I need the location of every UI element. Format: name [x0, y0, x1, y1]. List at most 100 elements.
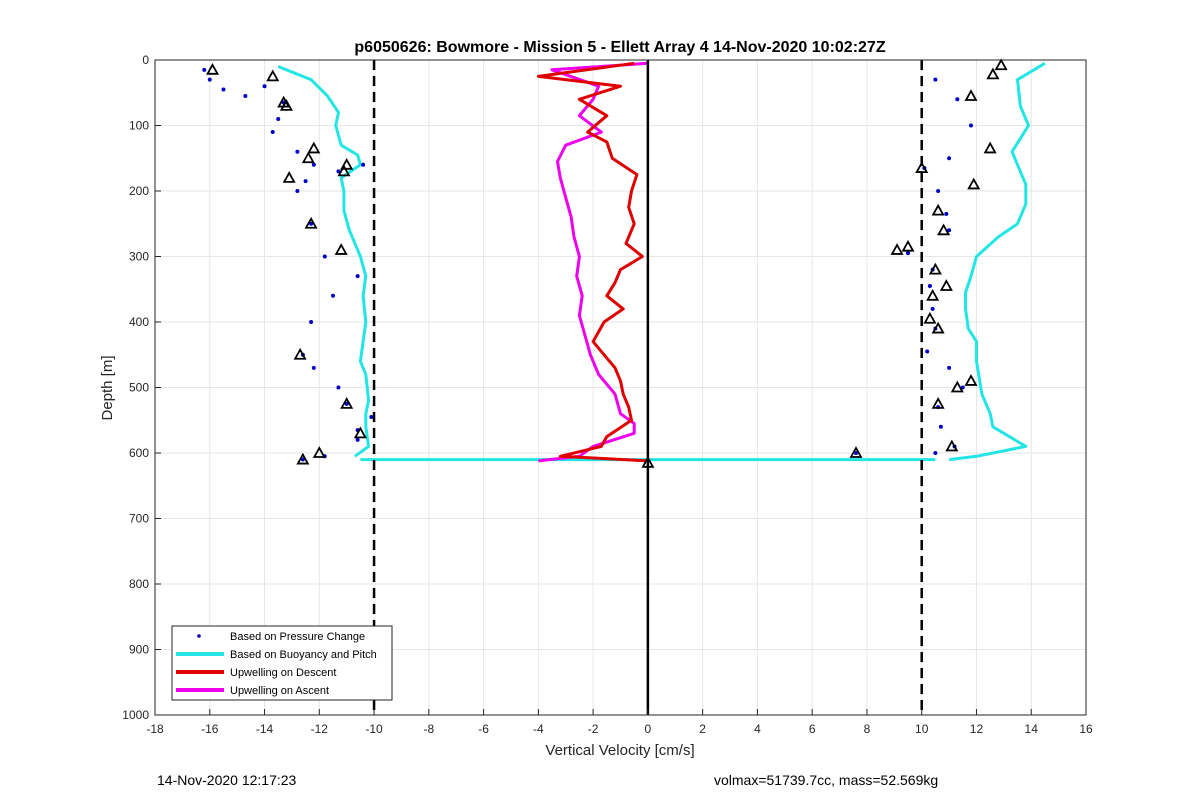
triangle-marker	[337, 164, 351, 177]
pressure-point	[270, 130, 275, 135]
x-tick-label: 2	[699, 722, 706, 736]
y-tick-label: 0	[142, 53, 149, 67]
pressure-point	[930, 306, 935, 311]
pressure-point	[947, 156, 952, 161]
pressure-point	[300, 457, 305, 462]
pressure-point	[960, 385, 965, 390]
pressure-point	[955, 97, 960, 102]
triangle-marker	[950, 380, 964, 393]
x-tick-label: 0	[645, 722, 652, 736]
triangle-marker	[945, 439, 959, 452]
pressure-point	[336, 385, 341, 390]
y-tick-label: 800	[129, 577, 149, 591]
x-axis-label: Vertical Velocity [cm/s]	[545, 742, 694, 759]
triangle-marker	[340, 397, 354, 409]
triangle-marker	[901, 239, 915, 252]
pressure-point	[853, 451, 858, 455]
triangle-marker	[205, 62, 220, 75]
x-tick-label: -12	[311, 722, 329, 736]
pressure-point	[202, 67, 207, 72]
pressure-point	[361, 162, 366, 167]
triangle-marker	[994, 58, 1008, 71]
x-tick-label: 14	[1025, 722, 1039, 736]
pressure-point	[309, 320, 314, 324]
triangle-marker	[923, 311, 937, 324]
pressure-point	[276, 116, 281, 121]
pressure-point	[262, 84, 267, 89]
pressure-point	[330, 293, 335, 298]
triangle-marker	[926, 288, 940, 301]
legend-label-pressure: Based on Pressure Change	[230, 631, 365, 643]
pressure-point	[355, 437, 360, 442]
pressure-point	[925, 349, 930, 354]
legend: Based on Pressure Change Based on Buoyan…	[171, 625, 393, 701]
pressure-point	[933, 77, 938, 82]
buoyancy-ascent-line	[948, 62, 1046, 462]
pressure-point	[322, 254, 327, 259]
triangle-marker	[296, 452, 310, 465]
triangle-marker	[293, 347, 307, 360]
y-tick-label: 400	[129, 315, 149, 329]
y-tick-label: 900	[129, 643, 149, 657]
y-tick-label: 600	[129, 446, 149, 460]
upwelling-descent-line	[536, 61, 648, 463]
x-tick-label: 8	[864, 722, 871, 736]
x-tick-label: -8	[423, 722, 434, 736]
x-tick-label: 10	[915, 722, 929, 736]
pressure-point	[303, 179, 308, 184]
legend-label-ascent: Upwelling on Ascent	[230, 685, 329, 697]
pressure-point	[243, 94, 248, 99]
triangle-marker	[937, 223, 951, 236]
pressure-point	[309, 221, 314, 226]
pressure-point	[968, 123, 973, 128]
pressure-point	[311, 162, 316, 167]
x-tick-label: 6	[809, 722, 816, 736]
x-tick-label: -14	[256, 722, 274, 736]
y-tick-label: 700	[129, 512, 149, 526]
x-tick-label: 16	[1079, 722, 1093, 736]
footer-timestamp: 14-Nov-2020 12:17:23	[157, 772, 297, 788]
x-tick-label: -16	[201, 722, 219, 736]
x-tick-label: -10	[365, 722, 383, 736]
pressure-point	[207, 77, 212, 82]
axis-ticks: -18 -16 -14 -12 -10 -8 -6 -4 -2 0 2 4 6 8 10 12 14 16 0 100…	[122, 53, 1093, 736]
triangle-marker	[890, 243, 904, 255]
y-tick-label: 1000	[122, 708, 149, 722]
legend-label-descent: Upwelling on Descent	[230, 667, 336, 679]
triangle-marker	[301, 151, 315, 164]
triangle-marker	[353, 426, 367, 439]
legend-label-buoyancy: Based on Buoyancy and Pitch	[230, 649, 377, 661]
triangle-marker	[931, 397, 945, 409]
pressure-point	[936, 189, 941, 193]
reference-lines	[372, 60, 923, 715]
triangle-marker	[983, 141, 997, 154]
pressure-point	[221, 87, 226, 92]
pressure-point	[295, 189, 300, 193]
x-tick-label: 4	[754, 722, 761, 736]
pressure-point	[336, 169, 341, 174]
y-tick-label: 500	[129, 381, 149, 395]
buoyancy-descent-line	[277, 65, 371, 458]
pressure-point	[933, 451, 938, 455]
pressure-point	[938, 424, 943, 429]
legend-box	[171, 625, 393, 701]
x-tick-label: -2	[588, 722, 599, 736]
pressure-point	[295, 149, 300, 154]
chart-title: p6050626: Bowmore - Mission 5 - Ellett A…	[354, 39, 885, 56]
x-tick-label: -4	[533, 722, 544, 736]
triangle-marker	[849, 446, 863, 458]
triangle-marker	[307, 141, 321, 154]
pressure-point	[927, 283, 932, 288]
triangle-marker	[266, 69, 280, 82]
triangle-marker	[964, 89, 978, 101]
y-tick-label: 200	[129, 184, 149, 198]
triangle-marker	[964, 374, 978, 386]
pressure-point	[906, 251, 911, 256]
pressure-point	[947, 365, 952, 370]
y-axis-label: Depth [m]	[99, 355, 116, 420]
x-tick-label: -6	[478, 722, 489, 736]
footer-info: volmax=51739.7cc, mass=52.569kg	[714, 772, 939, 788]
pressure-point	[369, 414, 374, 419]
legend-swatch-pressure	[197, 634, 201, 638]
